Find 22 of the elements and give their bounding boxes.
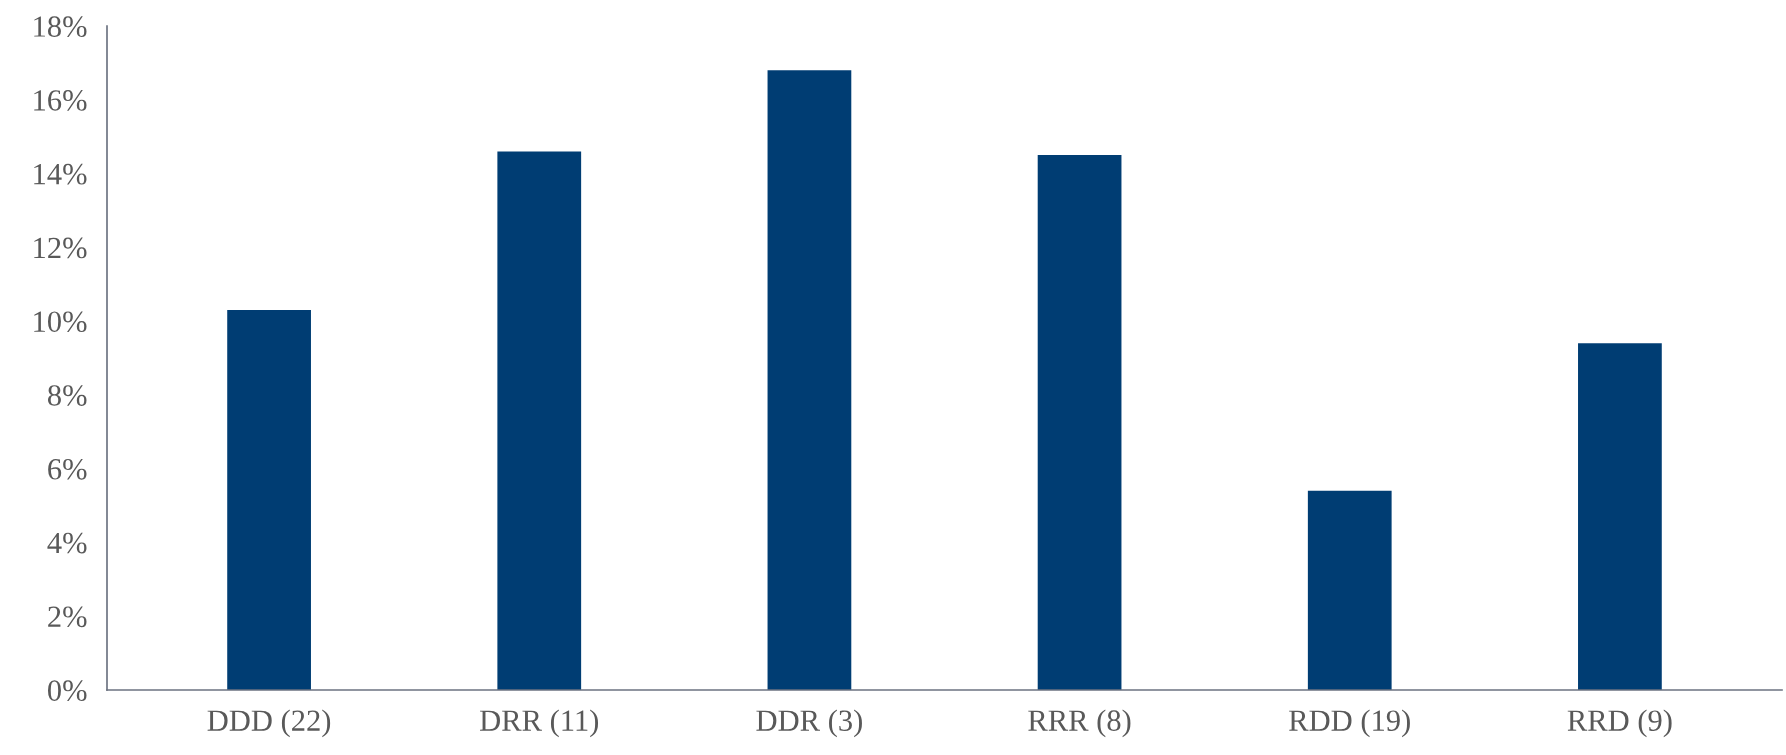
y-tick-label: 14% <box>34 163 87 185</box>
y-tick-label: 4% <box>47 532 87 554</box>
bar <box>227 310 311 690</box>
y-tick-label: 16% <box>34 90 87 111</box>
x-tick-label: RDD (19) <box>1289 709 1410 738</box>
bar <box>767 70 852 690</box>
bar <box>1578 343 1662 690</box>
y-tick-label: 8% <box>47 385 87 406</box>
y-tick-label: 10% <box>34 311 87 333</box>
x-tick-label: RRD (9) <box>1567 709 1672 738</box>
bar <box>1307 490 1392 690</box>
y-tick-label: 18% <box>34 16 87 37</box>
x-tick-label: DDR (3) <box>756 709 862 738</box>
x-tick-label: DRR (11) <box>480 709 599 738</box>
bar <box>1037 155 1122 690</box>
y-tick-label: 0% <box>47 680 87 701</box>
x-tick-label: RRR (8) <box>1028 709 1131 738</box>
x-tick-label: DDD (22) <box>207 709 331 738</box>
y-tick-label: 12% <box>34 237 87 259</box>
bar <box>497 151 582 690</box>
y-tick-label: 6% <box>48 458 87 480</box>
y-tick-label: 2% <box>48 606 87 628</box>
